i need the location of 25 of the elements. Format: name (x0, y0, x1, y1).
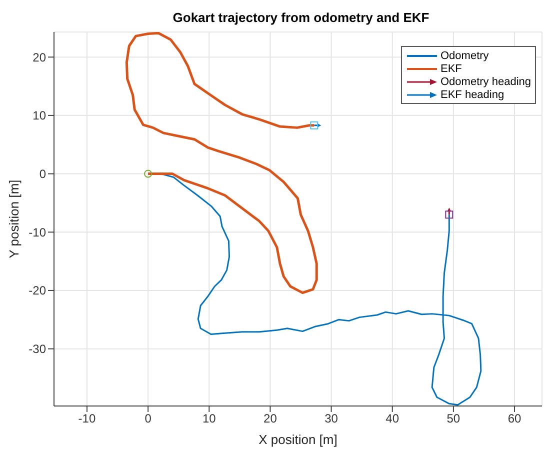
y-tick-label: -30 (28, 342, 46, 356)
y-tick-label: 20 (32, 50, 46, 64)
y-tick-label: 10 (32, 108, 46, 123)
x-tick-label: 50 (446, 412, 460, 426)
legend-label: EKF heading (440, 88, 504, 100)
legend-label: Odometry (440, 50, 489, 62)
x-tick-label: 40 (386, 412, 400, 426)
point (144, 170, 152, 178)
x-tick-label: 60 (508, 412, 522, 426)
legend-label: Odometry heading (440, 76, 531, 88)
x-tick-label: 0 (144, 412, 152, 426)
point (310, 121, 318, 130)
x-tick-label: -10 (78, 412, 96, 426)
x-tick-label: 20 (264, 412, 278, 426)
y-tick-label: -10 (28, 225, 46, 240)
x-tick-label: 10 (202, 412, 216, 426)
chart-title: Gokart trajectory from odometry and EKF (172, 10, 430, 25)
y-tick-label: -20 (28, 284, 46, 298)
legend-label: EKF (440, 62, 462, 74)
y-axis-title: Y position [m] (6, 180, 22, 258)
x-axis-title: X position [m] (258, 432, 338, 447)
line-series (125, 32, 318, 294)
x-tick-label: 30 (324, 412, 338, 426)
point (445, 210, 454, 219)
y-tick-label: 0 (39, 167, 46, 182)
